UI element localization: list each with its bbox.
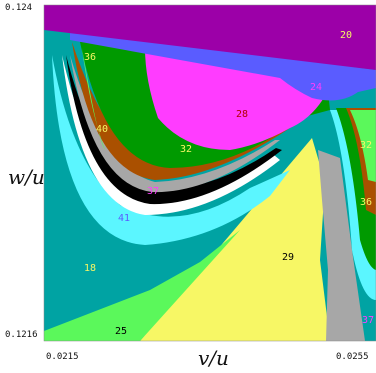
region-label-32-right: 32 — [360, 140, 372, 151]
region-label-40: 40 — [96, 124, 108, 135]
x-tick-right: 0.0255 — [336, 352, 369, 362]
region-label-18: 18 — [84, 263, 96, 274]
region-label-41: 41 — [118, 213, 130, 224]
y-axis-label: w/u — [8, 165, 45, 189]
region-label-36-right: 36 — [360, 197, 372, 208]
y-tick-top: 0.124 — [5, 3, 33, 13]
x-axis-label: v/u — [198, 346, 229, 370]
y-tick-bottom: 0.1216 — [5, 330, 38, 340]
x-tick-left: 0.0215 — [46, 352, 79, 362]
region-light-green-bottom — [44, 230, 240, 341]
region-label-20: 20 — [340, 30, 352, 41]
region-label-36: 36 — [84, 52, 96, 63]
region-label-37-right: 37 — [362, 315, 374, 326]
region-purple-20 — [44, 5, 376, 70]
region-label-29: 29 — [282, 252, 294, 263]
region-label-24: 24 — [310, 82, 322, 93]
region-label-28: 28 — [236, 109, 248, 120]
region-label-32: 32 — [180, 144, 192, 155]
region-blue-24 — [70, 30, 376, 101]
plot-frame — [43, 4, 376, 342]
region-yellow-29 — [140, 138, 330, 341]
region-label-37: 37 — [147, 186, 159, 197]
region-gray-right — [318, 150, 365, 341]
right-lobe-green-inner — [350, 110, 376, 182]
region-label-25: 25 — [115, 326, 127, 337]
